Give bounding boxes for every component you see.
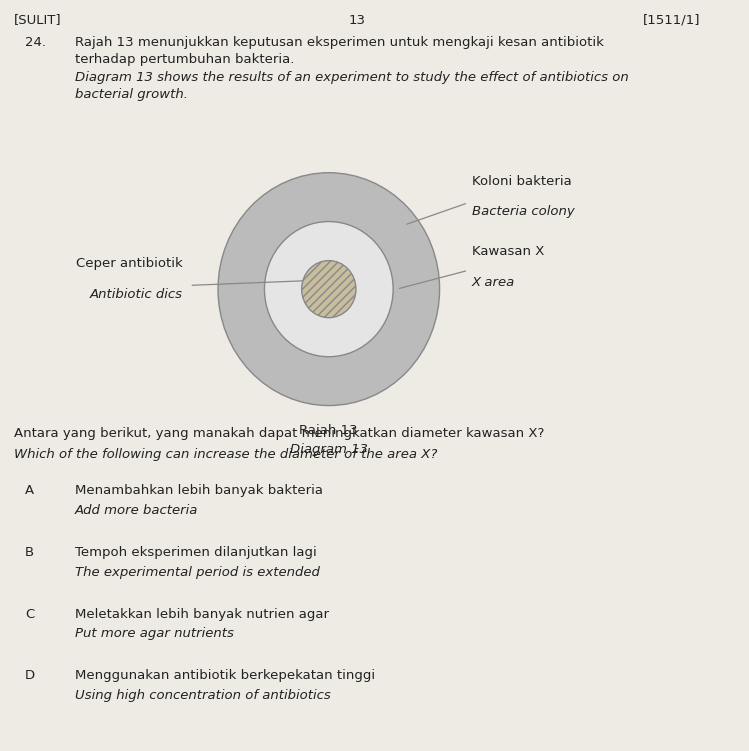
Text: 13: 13 xyxy=(349,14,366,26)
Text: 24.: 24. xyxy=(25,36,46,49)
Text: Kawasan X: Kawasan X xyxy=(472,245,544,258)
Circle shape xyxy=(302,261,356,318)
Text: Diagram 13: Diagram 13 xyxy=(290,443,368,456)
Text: Using high concentration of antibiotics: Using high concentration of antibiotics xyxy=(75,689,331,701)
Text: Put more agar nutrients: Put more agar nutrients xyxy=(75,627,234,640)
Text: Bacteria colony: Bacteria colony xyxy=(472,205,574,218)
Text: Ceper antibiotik: Ceper antibiotik xyxy=(76,258,182,270)
Text: A: A xyxy=(25,484,34,497)
Text: The experimental period is extended: The experimental period is extended xyxy=(75,566,320,578)
Text: C: C xyxy=(25,608,34,620)
Text: terhadap pertumbuhan bakteria.: terhadap pertumbuhan bakteria. xyxy=(75,53,294,66)
Text: D: D xyxy=(25,669,35,682)
Text: Menambahkan lebih banyak bakteria: Menambahkan lebih banyak bakteria xyxy=(75,484,323,497)
Text: Which of the following can increase the diameter of the area X?: Which of the following can increase the … xyxy=(14,448,437,460)
Text: [SULIT]: [SULIT] xyxy=(14,14,62,26)
Text: Antara yang berikut, yang manakah dapat meningkatkan diameter kawasan X?: Antara yang berikut, yang manakah dapat … xyxy=(14,427,545,439)
Text: bacterial growth.: bacterial growth. xyxy=(75,88,188,101)
Text: Koloni bakteria: Koloni bakteria xyxy=(472,175,571,188)
Text: Meletakkan lebih banyak nutrien agar: Meletakkan lebih banyak nutrien agar xyxy=(75,608,329,620)
Text: [1511/1]: [1511/1] xyxy=(643,14,700,26)
Text: Rajah 13: Rajah 13 xyxy=(300,424,358,437)
Text: Diagram 13 shows the results of an experiment to study the effect of antibiotics: Diagram 13 shows the results of an exper… xyxy=(75,71,629,83)
Circle shape xyxy=(264,222,393,357)
Circle shape xyxy=(218,173,440,406)
Text: X area: X area xyxy=(472,276,515,288)
Text: Rajah 13 menunjukkan keputusan eksperimen untuk mengkaji kesan antibiotik: Rajah 13 menunjukkan keputusan eksperime… xyxy=(75,36,604,49)
Text: Antibiotic dics: Antibiotic dics xyxy=(89,288,182,300)
Text: B: B xyxy=(25,546,34,559)
Text: Add more bacteria: Add more bacteria xyxy=(75,504,198,517)
Text: Menggunakan antibiotik berkepekatan tinggi: Menggunakan antibiotik berkepekatan ting… xyxy=(75,669,375,682)
Text: Tempoh eksperimen dilanjutkan lagi: Tempoh eksperimen dilanjutkan lagi xyxy=(75,546,317,559)
